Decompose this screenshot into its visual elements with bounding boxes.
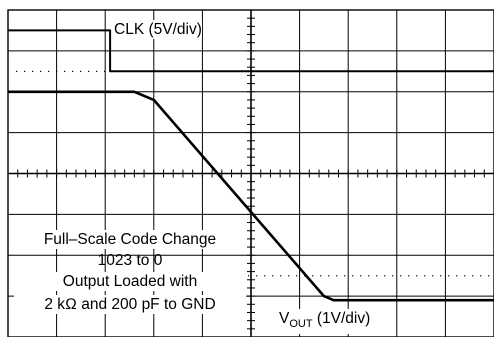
grid-dot xyxy=(72,70,74,73)
grid-dot xyxy=(288,275,290,277)
grid-dot xyxy=(336,275,338,277)
grid-dot xyxy=(88,70,90,73)
grid-dot xyxy=(80,70,82,73)
grid-dot xyxy=(32,70,34,73)
grid-dot xyxy=(24,70,26,73)
grid-dot xyxy=(456,275,458,277)
grid-dot xyxy=(464,275,466,277)
grid-dot xyxy=(296,275,298,277)
grid-dot xyxy=(104,70,106,73)
grid-dot xyxy=(352,275,354,277)
grid-dot xyxy=(400,275,402,277)
grid-dot xyxy=(480,275,482,277)
grid-dot xyxy=(488,275,490,277)
grid-dot xyxy=(320,275,322,277)
grid-dot xyxy=(360,275,362,277)
grid-dot xyxy=(64,70,66,73)
grid-dot xyxy=(408,275,410,277)
clk-trace xyxy=(8,29,494,73)
grid-dot xyxy=(440,275,442,277)
grid-dot xyxy=(48,70,50,73)
grid-dot xyxy=(96,70,98,73)
grid-dot xyxy=(432,275,434,277)
grid-dot xyxy=(328,275,330,277)
vout-scale-label: VOUT (1V/div) xyxy=(279,309,371,335)
grid-dot xyxy=(448,275,450,277)
grid-dot xyxy=(56,70,58,73)
annotation-line-3: Output Loaded with xyxy=(14,272,246,291)
vout-label-scale: (1V/div) xyxy=(312,310,371,327)
grid-dot xyxy=(368,275,370,277)
grid-dot xyxy=(280,275,282,277)
grid-dot xyxy=(312,275,314,277)
clk-scale-label: CLK (5V/div) xyxy=(114,20,202,39)
grid-dot xyxy=(256,275,258,277)
grid-dot xyxy=(392,275,394,277)
vout-label-subscript: OUT xyxy=(289,318,313,331)
grid-dot xyxy=(16,70,18,73)
grid-dot xyxy=(264,275,266,277)
grid-dot xyxy=(376,275,378,277)
grid-dot xyxy=(272,275,274,277)
grid-dot xyxy=(472,275,474,277)
vout-trace xyxy=(8,90,494,302)
annotation-line-2: 1023 to 0 xyxy=(97,252,163,269)
annotation-line-1: Full–Scale Code Change xyxy=(14,230,246,249)
grid-dot xyxy=(424,275,426,277)
vout-label-main: V xyxy=(279,310,290,327)
annotation-line-4: 2 kΩ and 200 pF to GND xyxy=(14,295,246,314)
grid-dot xyxy=(384,275,386,277)
oscilloscope-traces xyxy=(8,29,494,302)
grid-dot xyxy=(344,275,346,277)
grid-dot xyxy=(248,275,250,277)
grid-dot xyxy=(416,275,418,277)
grid-dot xyxy=(40,70,42,73)
